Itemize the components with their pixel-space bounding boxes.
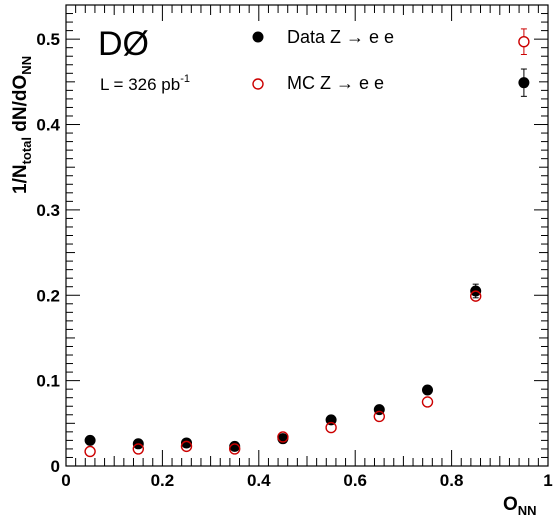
y-axis-title: 1/Ntotal dN/dONN [10,56,34,194]
y-axis-title-sub1: total [19,137,34,164]
legend-label-data: Data Z → e e [287,27,394,47]
x-tick-label: 0.6 [343,471,367,490]
legend-marker-mc [252,78,264,90]
y-tick-label: 0.4 [36,116,60,135]
x-axis-title-main: O [503,494,518,515]
data-point [84,434,96,446]
series-0 [84,68,530,452]
legend-marker-data [252,31,264,43]
x-tick-label: 0.8 [440,471,464,490]
y-axis-title-sub2: NN [19,56,34,75]
legend-label-mc: MC Z → e e [287,73,384,93]
y-tick-label: 0.5 [36,30,60,49]
mc-point [421,396,434,408]
x-tick-label: 0.4 [247,471,271,490]
data-point [518,77,530,89]
experiment-label: DØ [98,25,149,63]
mc-point [373,410,385,423]
y-axis-title-prefix: 1/N [10,164,31,194]
data-point [325,414,337,426]
legend: Data Z → e e MC Z → e e [252,27,394,93]
mc-point [277,431,289,443]
mc-point [132,443,145,455]
x-axis-title: ONN [503,494,537,518]
series-1 [84,28,530,458]
x-tick-label: 0.2 [151,471,175,490]
mc-point [518,36,530,48]
x-tick-label: 1 [543,471,552,490]
x-tick-label: 0 [61,471,70,490]
y-tick-label: 0.2 [36,286,60,305]
mc-point [228,443,241,455]
mc-point [325,421,337,434]
luminosity-label: L = 326 pb-1 [100,73,190,94]
mc-point [84,445,96,458]
data-point [422,384,433,396]
data-point [181,437,192,449]
luminosity-exponent: -1 [180,73,190,85]
x-axis-title-sub: NN [518,503,537,518]
y-axis-title-middle: dN/dO [10,75,31,137]
y-tick-label: 0 [51,457,60,476]
mc-point [470,290,482,302]
y-tick-label: 0.1 [36,372,60,391]
mc-point [180,440,193,453]
luminosity-prefix: L = 326 pb [100,75,180,94]
y-tick-label: 0.3 [36,201,60,220]
